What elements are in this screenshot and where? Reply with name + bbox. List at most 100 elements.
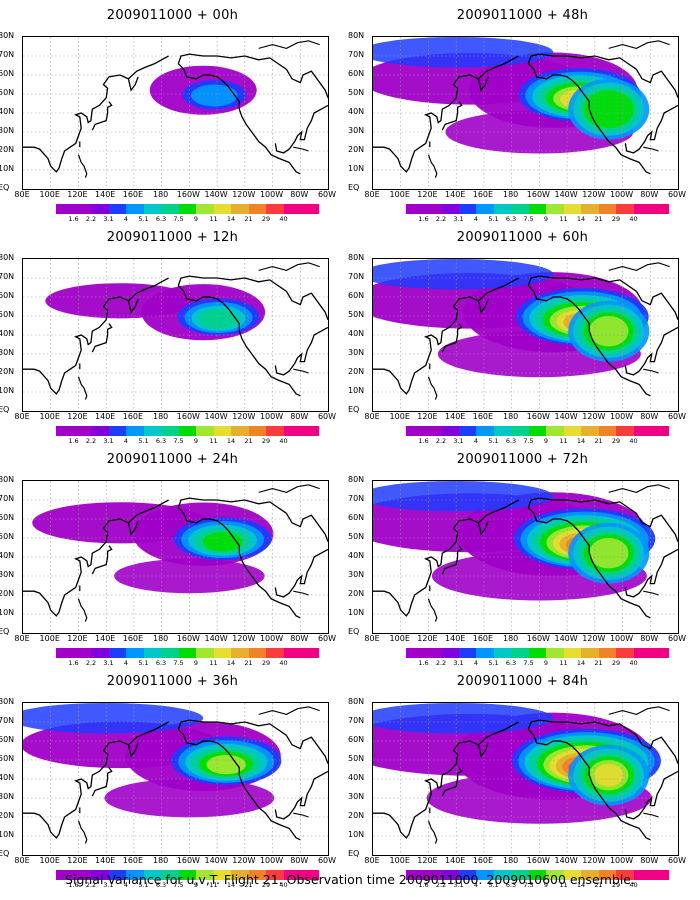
lat-tick-label: 60N bbox=[348, 513, 365, 522]
lat-tick-label: 80N bbox=[348, 253, 365, 262]
colorbar-label: 9 bbox=[193, 881, 199, 889]
lon-tick-label: 100E bbox=[39, 634, 60, 643]
colorbar-label: 14 bbox=[576, 881, 586, 889]
lon-tick-label: 120E bbox=[417, 634, 438, 643]
colorbar bbox=[406, 204, 669, 214]
colorbar-swatch bbox=[266, 426, 284, 436]
colorbar-label: 5.1 bbox=[488, 659, 499, 667]
colorbar bbox=[56, 648, 319, 658]
lon-tick-label: 100E bbox=[389, 856, 410, 865]
colorbar-swatch bbox=[91, 870, 109, 880]
colorbar-swatch bbox=[528, 426, 546, 436]
colorbar-label: 2.2 bbox=[435, 215, 447, 223]
colorbar-swatch bbox=[178, 426, 196, 436]
colorbar-label: 29 bbox=[261, 215, 271, 223]
colorbar-label: 11 bbox=[559, 215, 568, 223]
lon-tick-label: 100W bbox=[609, 412, 634, 421]
colorbar-swatch bbox=[126, 204, 144, 214]
colorbar-swatch bbox=[248, 426, 266, 436]
lon-tick-label: 160W bbox=[526, 634, 550, 643]
lon-tick-label: 100W bbox=[259, 634, 284, 643]
map-panel: 2009011000 + 00h 80N 70N 60N 50N 40N 30N 20N 10N… bbox=[0, 8, 345, 233]
lon-tick-label: 120E bbox=[417, 856, 438, 865]
colorbar-swatch bbox=[511, 204, 529, 214]
colorbar-label: 3.1 bbox=[103, 659, 114, 667]
colorbar-swatch bbox=[511, 648, 529, 658]
map-panel: 2009011000 + 12h 80N 70N 60N 50N 40N 30N 20N 10N… bbox=[0, 230, 345, 455]
colorbar-swatch bbox=[441, 426, 459, 436]
colorbar-swatch bbox=[598, 204, 616, 214]
lon-tick-label: 100W bbox=[609, 634, 634, 643]
lat-tick-label: 80N bbox=[0, 253, 15, 262]
lat-tick-label: 60N bbox=[348, 291, 365, 300]
colorbar-swatch bbox=[581, 426, 599, 436]
panel-title: 2009011000 + 24h bbox=[106, 452, 239, 467]
colorbar-swatch bbox=[91, 204, 109, 214]
colorbar-label: 4 bbox=[123, 437, 129, 445]
lat-tick-label: 50N bbox=[0, 532, 15, 541]
lon-tick-label: 160E bbox=[122, 190, 144, 199]
lat-tick-label: EQ bbox=[0, 183, 10, 192]
lon-tick-label: 140E bbox=[445, 190, 466, 199]
colorbar-label: 1.6 bbox=[418, 881, 429, 889]
lat-tick-label: EQ bbox=[348, 183, 360, 192]
lat-tick-label: 80N bbox=[348, 697, 365, 706]
colorbar-label: 6.3 bbox=[155, 437, 167, 445]
lon-tick-label: 80W bbox=[290, 856, 309, 865]
colorbar-swatch bbox=[231, 870, 249, 880]
colorbar-swatch bbox=[213, 870, 231, 880]
lat-tick-label: 40N bbox=[0, 107, 15, 116]
lat-tick-label: 30N bbox=[348, 348, 365, 357]
colorbar-label: 21 bbox=[244, 659, 253, 667]
lon-tick-label: 160E bbox=[122, 856, 144, 865]
colorbar-label: 11 bbox=[209, 215, 218, 223]
colorbar-swatch bbox=[563, 870, 581, 880]
panel-title: 2009011000 + 60h bbox=[456, 230, 589, 245]
colorbar-label: 11 bbox=[209, 437, 218, 445]
colorbar-swatch bbox=[73, 648, 91, 658]
variance-field bbox=[373, 37, 650, 154]
colorbar-label: 2.2 bbox=[85, 881, 97, 889]
lon-tick-label: 160E bbox=[472, 856, 494, 865]
map-panel: 2009011000 + 72h 80N 70N 60N 50N 40N 30N 20N 10N… bbox=[348, 452, 695, 677]
lat-tick-label: 60N bbox=[0, 69, 15, 78]
colorbar-label: 6.3 bbox=[505, 659, 517, 667]
colorbar-label: 5.1 bbox=[138, 659, 149, 667]
lon-tick-label: 180 bbox=[502, 412, 519, 421]
lat-tick-label: 20N bbox=[348, 367, 365, 376]
colorbar-swatch bbox=[441, 204, 459, 214]
colorbar-swatch bbox=[528, 648, 546, 658]
lon-tick-label: 100E bbox=[389, 412, 410, 421]
colorbar-swatch bbox=[598, 648, 616, 658]
colorbar-swatch bbox=[493, 870, 511, 880]
colorbar-swatch bbox=[266, 870, 284, 880]
colorbar-label: 5.1 bbox=[138, 437, 149, 445]
lat-tick-label: 20N bbox=[0, 145, 15, 154]
colorbar-label: 7.5 bbox=[173, 215, 184, 223]
colorbar-swatch bbox=[108, 204, 126, 214]
colorbar-label: 3.1 bbox=[103, 881, 114, 889]
map-panel: 2009011000 + 48h 80N 70N 60N 50N 40N 30N 20N 10N… bbox=[348, 8, 695, 233]
lat-tick-label: 20N bbox=[348, 811, 365, 820]
lat-tick-label: EQ bbox=[348, 849, 360, 858]
lon-tick-label: 80W bbox=[290, 634, 309, 643]
colorbar-swatch bbox=[441, 648, 459, 658]
lon-tick-label: 100W bbox=[259, 856, 284, 865]
colorbar-swatch bbox=[546, 426, 564, 436]
lon-tick-label: 80E bbox=[14, 412, 30, 421]
lon-tick-label: 120W bbox=[582, 856, 606, 865]
panel-title: 2009011000 + 36h bbox=[106, 674, 239, 689]
lat-tick-label: 30N bbox=[348, 792, 365, 801]
colorbar-label: 40 bbox=[629, 659, 638, 667]
lon-tick-label: 100E bbox=[39, 412, 60, 421]
lon-tick-label: 160W bbox=[526, 856, 550, 865]
lat-tick-label: 50N bbox=[348, 754, 365, 763]
lon-tick-label: 80E bbox=[14, 634, 30, 643]
lat-tick-label: 60N bbox=[0, 291, 15, 300]
colorbar-label: 11 bbox=[559, 659, 568, 667]
coastlines bbox=[373, 706, 678, 844]
colorbar-swatch bbox=[266, 648, 284, 658]
lat-tick-label: EQ bbox=[348, 627, 360, 636]
colorbar-swatch bbox=[633, 426, 651, 436]
lon-tick-label: 80E bbox=[364, 634, 380, 643]
